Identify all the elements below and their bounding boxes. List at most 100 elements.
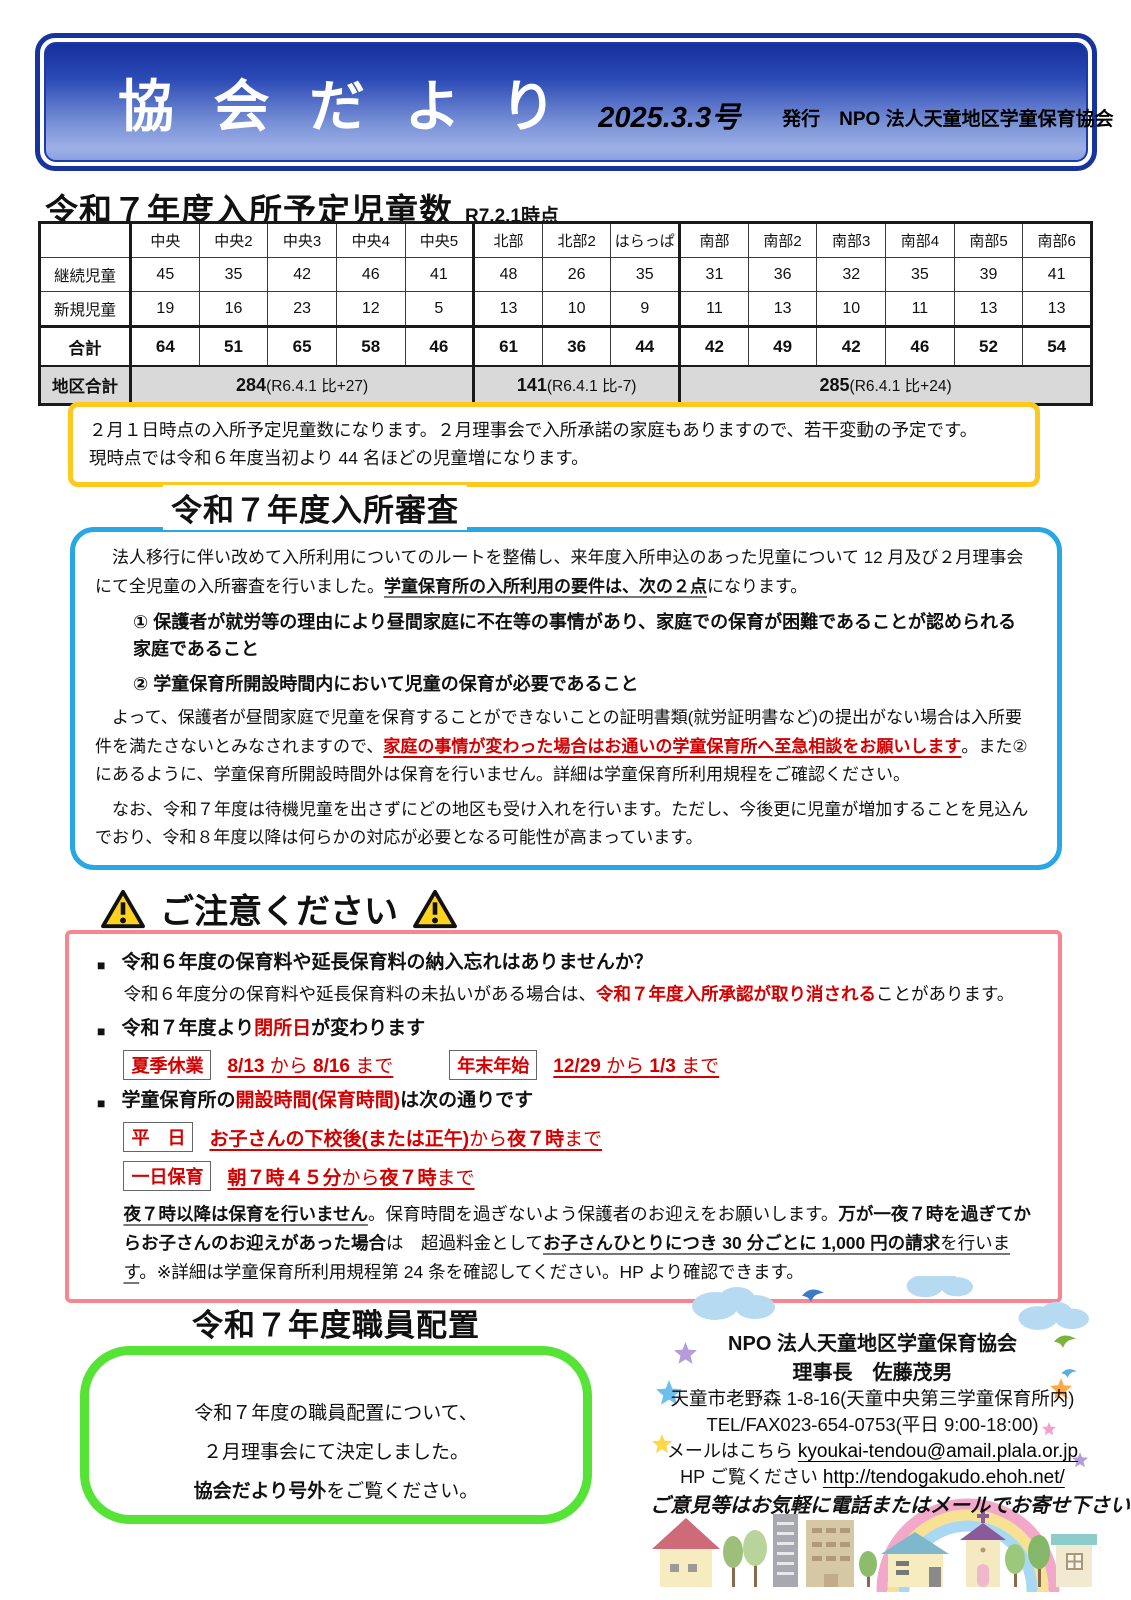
text-run: まで <box>350 1056 394 1078</box>
district-total-cell: 284(R6.4.1 比+27) <box>128 365 475 405</box>
screening-paragraph-3: なお、令和７年度は待機児童を出さずにどの地区も受け入れを行います。ただし、今後更… <box>95 796 1035 853</box>
yearend-closure-dates: 12/29 から 1/3 まで <box>553 1051 719 1078</box>
text-run: を行います <box>123 1233 1011 1283</box>
tree-icon <box>1005 1535 1050 1587</box>
column-header: 北部 <box>472 222 543 258</box>
screening-paragraph-1: 法人移行に伴い改めて入所利用についてのルートを整備し、来年度入所申込のあった児童… <box>95 544 1035 601</box>
staffing-line1: 令和７年度の職員配置について、 <box>194 1403 478 1424</box>
table-cell: 39 <box>953 257 1024 292</box>
column-header: 中央2 <box>198 222 269 258</box>
table-cell: 65 <box>267 325 337 367</box>
table-cell: 10 <box>541 291 612 327</box>
table-cell: 36 <box>747 257 818 292</box>
enrollment-note-line2: 現時点では令和６年度当初より 44 名ほどの児童増になります。 <box>89 448 589 469</box>
screening-title: 令和７年度入所審査 <box>163 485 467 530</box>
table-cell: 35 <box>198 257 269 292</box>
table-cell: 35 <box>885 257 955 292</box>
screening-requirement-2: ② 学童保育所開設時間内において児童の保育が必要であること <box>133 671 1035 698</box>
table-cell: 23 <box>267 291 337 327</box>
yearend-closure-schedule: 年末年始 12/29 から 1/3 まで <box>449 1049 719 1080</box>
text-run: 。※詳細は学童保育所利用規程第 24 条を確認してください。HP より確認できま… <box>139 1262 804 1283</box>
table-cell: 58 <box>335 325 406 367</box>
text-run: 法人移行に伴い改めて入所利用についてのルートを整備し、来年度入所申込のあった児童… <box>95 548 1024 596</box>
weekday-hours: お子さんの下校後(または正午)から夜７時まで <box>209 1124 602 1151</box>
tree-icon <box>859 1551 877 1587</box>
text-run: 12/29 <box>553 1056 601 1078</box>
table-cell: 32 <box>816 257 887 292</box>
table-cell: 54 <box>1022 325 1092 367</box>
bullet-icon: ■ <box>97 957 106 973</box>
district-total-comparison: (R6.4.1 比-7) <box>546 378 637 395</box>
row-label: 新規児童 <box>39 291 131 327</box>
house-icon <box>881 1532 949 1587</box>
fullday-label: 一日保育 <box>123 1161 212 1192</box>
table-cell: 42 <box>678 325 749 367</box>
table-cell: 10 <box>816 291 887 327</box>
caution-title: ご注意ください <box>160 893 398 931</box>
text-run: から <box>264 1056 314 1078</box>
table-cell: 19 <box>129 291 200 327</box>
table-cell: 26 <box>541 257 612 292</box>
fullday-hours: 朝７時４５分から夜７時まで <box>227 1163 474 1190</box>
district-total-number: 284 <box>236 375 267 395</box>
district-total-cell: 285(R6.4.1 比+24) <box>678 365 1092 405</box>
summer-closure-label: 夏季休業 <box>123 1049 212 1080</box>
text-run: 協会だより号外 <box>193 1480 327 1502</box>
column-header: 中央3 <box>267 222 337 258</box>
contact-hp-link[interactable]: http://tendogakudo.ehoh.net/ <box>822 1467 1065 1488</box>
table-cell: 61 <box>472 325 543 367</box>
caution-hours-note: 夜７時以降は保育を行いません。保育時間を過ぎないよう保護者のお迎えをお願いします… <box>123 1200 1040 1287</box>
contact-mail-link[interactable]: kyoukai-tendou@amail.plala.or.jp <box>797 1441 1079 1462</box>
screening-paragraph-2: よって、保護者が昼間家庭で児童を保育することができないことの証明書類(就労証明書… <box>95 704 1035 790</box>
column-header: 中央5 <box>404 222 475 258</box>
row-label: 継続児童 <box>39 257 131 292</box>
text-run: ことがあります。 <box>875 983 1015 1004</box>
row-label: 合計 <box>39 325 131 367</box>
warning-icon <box>101 889 145 928</box>
text-run: まで <box>564 1128 603 1150</box>
text-run: 夜７時以降は保育を行いません <box>123 1204 368 1225</box>
publisher: 発行 NPO 法人天童地区学童保育協会 <box>782 108 1114 130</box>
staffing-title: 令和７年度職員配置 <box>180 1308 492 1343</box>
table-cell: 49 <box>747 325 818 367</box>
summer-closure-schedule: 夏季休業 8/13 から 8/16 まで <box>123 1049 394 1080</box>
text-run: 朝７時４５分 <box>227 1167 342 1189</box>
table-cell: 46 <box>404 325 475 367</box>
table-cell: 51 <box>198 325 269 367</box>
enrollment-table: 中央 中央2 中央3 中央4 中央5 北部 北部2 はらっぱ 南部 南部2 南部3 南部4 南部5 南部6… <box>38 221 1093 406</box>
table-corner-cell <box>39 222 131 258</box>
text-run: 令和７年度入所承認が取り消される <box>595 983 876 1004</box>
contact-mail-label: メールはこちら <box>666 1441 793 1461</box>
caution-item-fees-heading: 令和６年度の保育料や延長保育料の納入忘れはありませんか？ <box>121 950 1014 976</box>
table-cell: 13 <box>1022 291 1092 327</box>
text-run: 令和６年度の保育料や延長保育料の納入忘れはありませんか？ <box>121 952 653 973</box>
newsletter-title: 協 会 だ よ り <box>118 74 569 138</box>
text-run: 8/16 <box>313 1056 350 1078</box>
text-run: が変わります <box>311 1017 426 1039</box>
table-cell: 42 <box>267 257 337 292</box>
text-run: 1/3 <box>649 1056 676 1078</box>
text-run: は次の通りです <box>400 1089 534 1111</box>
caution-item-closure-heading: 令和７年度より閉所日が変わります <box>121 1016 719 1042</box>
caution-item-opening-hours: ■ 学童保育所の開設時間(保育時間)は次の通りです 平 日 お子さんの下校後(ま… <box>83 1088 1040 1288</box>
caution-item-closure-days: ■ 令和７年度より閉所日が変わります 夏季休業 8/13 から 8/16 まで … <box>83 1016 1040 1080</box>
text-run: 夜７時 <box>507 1128 565 1150</box>
enrollment-note-box: ２月１日時点の入所予定児童数になります。２月理事会で入所承諾の家庭もありますので… <box>68 402 1040 487</box>
staffing-line3: 協会だより号外をご覧ください。 <box>89 1473 583 1512</box>
caution-item-fees-body: 令和６年度分の保育料や延長保育料の未払いがある場合は、令和７年度入所承認が取り消… <box>123 980 1014 1008</box>
text-run: お子さんひとりにつき 30 分ごとに 1,000 円の請求 <box>542 1233 941 1254</box>
table-cell: 5 <box>404 291 475 327</box>
caution-heading: ご注意ください <box>100 884 458 933</box>
text-run: 閉所日 <box>254 1017 312 1039</box>
contact-address: 天童市老野森 1-8-16(天童中央第三学童保育所内) <box>670 1388 1075 1409</box>
table-cell: 42 <box>816 325 887 367</box>
text-run: お子さんの下校後(または正午) <box>209 1128 470 1150</box>
contact-tel: TEL/FAX023-654-0753(平日 9:00-18:00) <box>706 1414 1039 1435</box>
text-run: から <box>600 1056 650 1078</box>
table-cell: 13 <box>747 291 818 327</box>
weekday-label: 平 日 <box>123 1122 194 1153</box>
table-cell: 31 <box>678 257 749 292</box>
column-header: はらっぱ <box>610 222 681 258</box>
contact-feedback: ご意見等はお気軽に電話またはメールでお寄せ下さい <box>650 1495 1130 1517</box>
column-header: 南部2 <box>747 222 818 258</box>
